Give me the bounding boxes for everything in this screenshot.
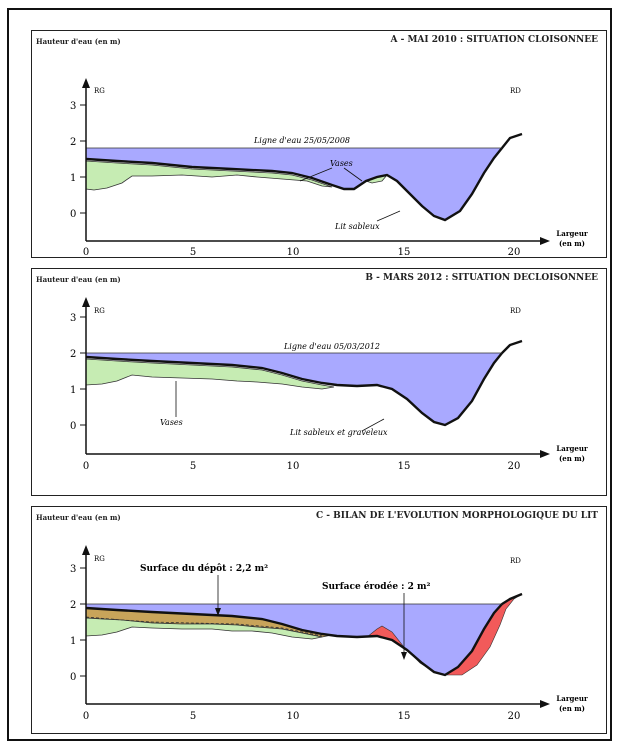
x-tick-label: 5 <box>190 461 196 472</box>
water-line-label: Ligne d'eau 05/03/2012 <box>283 342 380 351</box>
y-axis-label: Hauteur d'eau (en m) <box>36 513 121 522</box>
erosion-label: Surface érodée : 2 m² <box>322 581 431 592</box>
cross-section-a: 3 2 1 0 0 5 10 15 20 Largeur (en m) RG R… <box>70 78 588 258</box>
y-axis-label: Hauteur d'eau (en m) <box>36 275 121 284</box>
silt-area <box>85 358 335 390</box>
y-axis-label: Hauteur d'eau (en m) <box>36 37 121 46</box>
erosion-pointer-arrow <box>401 652 407 660</box>
water-area <box>86 353 502 425</box>
sand-bed-label: Lit sableux <box>334 222 380 231</box>
y-axis-arrow <box>82 297 90 307</box>
x-tick-label: 20 <box>508 461 521 472</box>
panel-title: A - MAI 2010 : SITUATION CLOISONNEE <box>390 35 598 45</box>
x-tick-label: 10 <box>287 461 300 472</box>
x-axis-label: Largeur <box>556 444 588 453</box>
panel-title: B - MARS 2012 : SITUATION DECLOISONNEE <box>365 273 598 283</box>
silt-area <box>85 617 323 640</box>
y-tick-label: 0 <box>70 209 76 220</box>
y-tick-label: 1 <box>70 173 76 184</box>
x-tick-label: 15 <box>398 711 411 722</box>
x-tick-label: 20 <box>508 247 521 258</box>
right-bank-label: RD <box>510 557 521 565</box>
x-tick-label: 20 <box>508 711 521 722</box>
water-area <box>86 148 502 220</box>
sand-bed-pointer <box>361 418 385 432</box>
x-tick-label: 15 <box>398 461 411 472</box>
silt-label: Vases <box>160 418 183 427</box>
x-axis-unit: (en m) <box>559 239 585 248</box>
y-axis-arrow <box>82 545 90 555</box>
x-axis-label: Largeur <box>556 229 588 238</box>
deposit-label: Surface du dépôt : 2,2 m² <box>140 563 268 574</box>
y-ticks <box>80 567 86 677</box>
y-ticks <box>80 316 86 426</box>
y-tick-label: 0 <box>70 421 76 432</box>
river-bed-line <box>85 132 523 222</box>
y-tick-label: 2 <box>70 600 76 611</box>
cross-section-b: 3 2 1 0 0 5 10 15 20 Largeur (en m) RG R… <box>70 297 588 472</box>
y-tick-label: 0 <box>70 672 76 683</box>
x-tick-label: 10 <box>287 247 300 258</box>
x-tick-label: 15 <box>398 247 411 258</box>
x-axis-arrow <box>540 450 550 458</box>
y-tick-label: 2 <box>70 137 76 148</box>
water-area <box>86 604 502 675</box>
right-bank-label: RD <box>510 307 521 315</box>
right-bank-label: RD <box>510 87 521 95</box>
sand-bed-label: Lit sableux et graveleux <box>289 428 388 437</box>
x-tick-label: 0 <box>83 247 89 258</box>
y-ticks <box>80 104 86 214</box>
silt-pointer <box>343 167 363 182</box>
x-axis-arrow <box>540 237 550 245</box>
x-tick-label: 5 <box>190 247 196 258</box>
y-tick-label: 1 <box>70 636 76 647</box>
figure-frame: Hauteur d'eau (en m) A - MAI 2010 : SITU… <box>7 8 612 741</box>
x-axis-arrow <box>540 700 550 708</box>
x-tick-label: 0 <box>83 461 89 472</box>
deposit-pointer-arrow <box>215 608 221 616</box>
y-tick-label: 1 <box>70 385 76 396</box>
cross-section-c: 3 2 1 0 0 5 10 15 20 Largeur (en m) RG R… <box>70 545 588 722</box>
y-tick-label: 3 <box>70 564 76 575</box>
x-tick-label: 0 <box>83 711 89 722</box>
river-bed-line <box>85 339 523 427</box>
y-tick-label: 3 <box>70 313 76 324</box>
silt-label: Vases <box>330 159 353 168</box>
silt-area <box>85 160 333 191</box>
x-axis-unit: (en m) <box>559 704 585 713</box>
panel-a: Hauteur d'eau (en m) A - MAI 2010 : SITU… <box>31 30 607 258</box>
water-line-label: Ligne d'eau 25/05/2008 <box>253 136 350 145</box>
old-bed-line <box>85 616 323 637</box>
x-axis-unit: (en m) <box>559 454 585 463</box>
x-axis-label: Largeur <box>556 694 588 703</box>
y-axis-arrow <box>82 78 90 88</box>
panel-title: C - BILAN DE L'EVOLUTION MORPHOLOGIQUE D… <box>315 511 598 521</box>
x-tick-label: 5 <box>190 711 196 722</box>
silt-pointer <box>299 167 333 182</box>
y-tick-label: 2 <box>70 349 76 360</box>
y-tick-label: 3 <box>70 101 76 112</box>
left-bank-label: RG <box>94 307 105 315</box>
panel-c: Hauteur d'eau (en m) C - BILAN DE L'EVOL… <box>31 506 607 734</box>
x-tick-label: 10 <box>287 711 300 722</box>
left-bank-label: RG <box>94 555 105 563</box>
panel-b: Hauteur d'eau (en m) B - MARS 2012 : SIT… <box>31 268 607 496</box>
left-bank-label: RG <box>94 87 105 95</box>
sand-bed-pointer <box>376 210 401 222</box>
river-bed-line <box>85 592 523 677</box>
